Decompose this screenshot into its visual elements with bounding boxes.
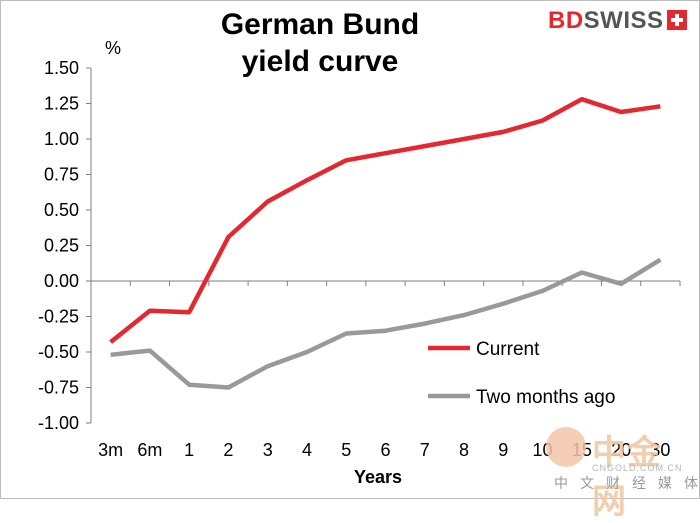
y-tick-label: -0.50 <box>38 342 79 362</box>
x-tick-label: 3 <box>263 440 273 460</box>
y-tick-label: -1.00 <box>38 413 79 433</box>
legend-label-current: Current <box>476 339 540 360</box>
x-tick-label: 5 <box>341 440 351 460</box>
x-tick-label: 9 <box>498 440 508 460</box>
watermark-subtitle: 中文财经媒体 <box>554 475 700 491</box>
y-tick-label: 0.00 <box>44 271 79 291</box>
y-tick-label: 0.75 <box>44 165 79 185</box>
y-axis-unit-label: % <box>105 38 122 58</box>
legend-label-two-months-ago: Two months ago <box>476 387 615 408</box>
x-tick-label: 4 <box>302 440 312 460</box>
cngold-watermark: 中金网 CNGOLD.COM.CN 中文财经媒体 <box>540 425 698 521</box>
line-chart: 1.50 1.25 1.00 0.75 0.50 0.25 0.00 -0.25 -0.50 -0… <box>38 58 681 487</box>
logo-text-swiss: SWISS <box>583 7 664 34</box>
y-tick-label: 1.00 <box>44 129 79 149</box>
y-tick-label: 0.25 <box>44 236 79 256</box>
x-tick-label: 2 <box>223 440 233 460</box>
swiss-cross-icon <box>666 10 687 30</box>
bdswiss-logo: BDSWISS <box>548 7 687 35</box>
x-tick-label: 1 <box>184 440 194 460</box>
watermark-url: CNGOLD.COM.CN <box>592 463 683 473</box>
y-tick-label: 1.50 <box>44 58 79 78</box>
chart-title-line1: German Bund <box>220 8 420 41</box>
y-tick-label: 1.25 <box>44 94 79 114</box>
y-tick-label: 0.50 <box>44 200 79 220</box>
x-tick-label: 20 <box>611 440 631 460</box>
x-tick-label: 7 <box>420 440 430 460</box>
x-tick-label: 6 <box>380 440 390 460</box>
x-tick-label: 3m <box>98 440 123 460</box>
x-tick-label: 8 <box>459 440 469 460</box>
x-axis-title: Years <box>354 467 402 487</box>
y-tick-label: -0.75 <box>38 378 79 398</box>
watermark-logo-icon <box>546 427 586 467</box>
chart-title-line2: yield curve <box>241 45 399 78</box>
chart-title: German Bund yield curve <box>200 6 440 80</box>
series-line-current <box>109 96 661 344</box>
x-tick-label: 30 <box>650 440 670 460</box>
x-tick-label: 6m <box>137 440 162 460</box>
y-tick-label: -0.25 <box>38 307 79 327</box>
series-line-two-months-ago <box>110 257 662 390</box>
logo-text-bd: BD <box>548 7 584 34</box>
